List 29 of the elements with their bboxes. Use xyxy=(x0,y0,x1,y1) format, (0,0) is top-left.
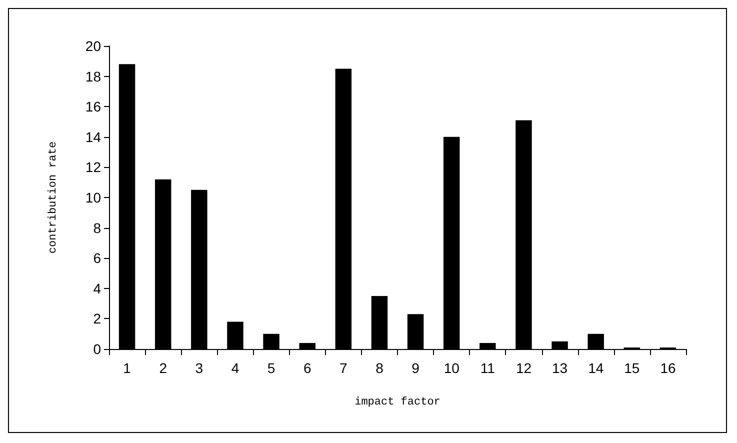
x-tick-label: 4 xyxy=(231,360,240,376)
x-tick-label: 1 xyxy=(123,360,132,376)
x-tick-label: 2 xyxy=(159,360,168,376)
x-tick-label: 6 xyxy=(303,360,312,376)
x-tick-label: 8 xyxy=(376,360,384,376)
y-tick-label: 10 xyxy=(85,190,102,206)
y-tick-label: 4 xyxy=(93,280,102,296)
y-tick-label: 16 xyxy=(85,98,102,115)
x-tick-label: 16 xyxy=(660,360,676,376)
x-axis-title: impact factor xyxy=(354,396,440,408)
x-tick-label: 10 xyxy=(444,360,460,376)
x-tick-label: 15 xyxy=(624,360,640,376)
y-axis-title: contribution rate xyxy=(48,141,60,254)
y-tick-label: 2 xyxy=(93,310,102,327)
y-tick-label: 0 xyxy=(93,341,102,357)
x-tick-label: 3 xyxy=(195,360,204,376)
y-tick-label: 14 xyxy=(85,128,102,145)
x-tick-label: 14 xyxy=(588,360,604,376)
y-tick-label: 6 xyxy=(93,250,102,266)
y-tick-label: 18 xyxy=(85,68,102,84)
y-tick-label: 8 xyxy=(93,220,102,236)
y-tick-label: 20 xyxy=(85,38,102,54)
x-tick-label: 5 xyxy=(267,360,276,376)
x-tick-label: 13 xyxy=(552,360,568,376)
y-tick-label: 12 xyxy=(85,159,102,176)
x-tick-label: 7 xyxy=(340,360,348,376)
x-tick-label: 9 xyxy=(412,360,420,376)
x-tick-label: 12 xyxy=(516,360,532,376)
x-tick-label: 11 xyxy=(480,360,496,376)
